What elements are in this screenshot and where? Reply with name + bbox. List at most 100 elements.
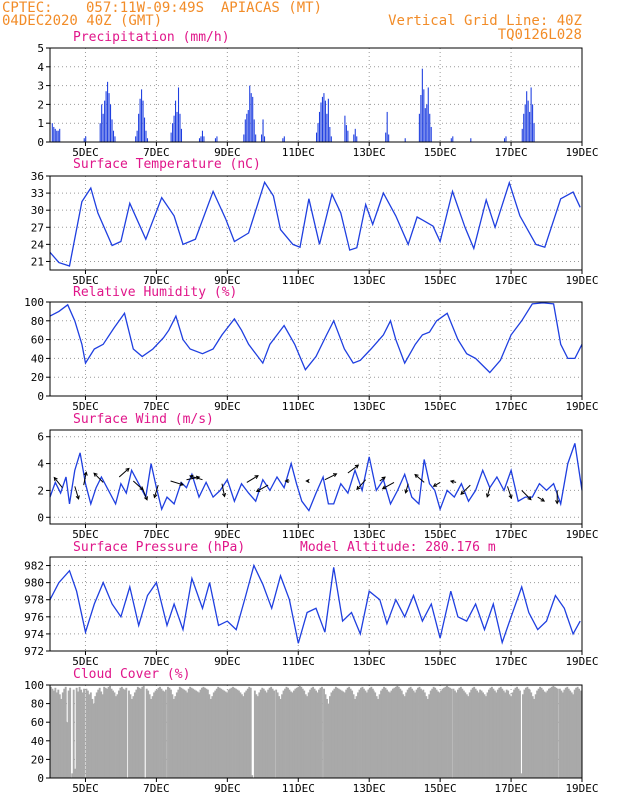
cloud-bar	[139, 688, 142, 778]
panel-frame	[49, 175, 583, 271]
cloud-bar	[526, 686, 529, 778]
cloud-bar	[482, 692, 484, 778]
x-tick-label: 13DEC	[353, 782, 386, 795]
x-tick-label: 15DEC	[424, 528, 457, 541]
cloud-bar	[428, 694, 431, 778]
wind-arrow	[449, 479, 457, 484]
x-tick-label: 13DEC	[353, 400, 386, 413]
cloud-bar	[186, 692, 189, 778]
cloud-bar	[145, 688, 148, 778]
cloud-bar	[312, 686, 315, 778]
cloud-bar	[563, 689, 566, 778]
cloud-bar	[548, 688, 550, 778]
x-tick-label: 7DEC	[143, 528, 170, 541]
cloud-bar	[142, 685, 145, 778]
cloud-bar	[375, 696, 378, 778]
cloud-bar	[156, 689, 158, 778]
cloud-bar	[493, 690, 496, 778]
cloud-bar	[212, 692, 215, 778]
precip-bar	[170, 132, 172, 142]
cloud-bar	[180, 687, 183, 778]
y-tick-label: 20	[31, 371, 44, 384]
cloud-bar	[57, 689, 60, 778]
cloud-bar	[74, 768, 77, 778]
cloud-bar	[151, 696, 154, 778]
y-tick-label: 3	[37, 80, 44, 93]
cloud-bar	[276, 692, 279, 778]
y-tick-label: 5	[37, 42, 44, 55]
precip-bar	[180, 128, 183, 142]
precip-bar	[523, 113, 525, 142]
precip-bar	[452, 136, 454, 142]
wind-arrow	[246, 475, 259, 483]
cloud-bar	[289, 691, 292, 778]
precip-bar	[139, 98, 141, 142]
precip-bar	[329, 126, 331, 142]
cloud-bar	[542, 689, 544, 778]
cloud-bar	[377, 698, 380, 778]
cloud-bar	[125, 687, 128, 778]
cloud-bar	[198, 692, 200, 778]
cloud-bar	[556, 688, 559, 778]
cloud-bar	[223, 690, 226, 778]
cloud-bar	[71, 773, 74, 778]
cloud-bar	[270, 686, 273, 778]
cloud-bar	[545, 692, 547, 778]
wind-arrow	[404, 483, 409, 494]
x-tick-label: 15DEC	[424, 782, 457, 795]
y-tick-label: 1	[37, 117, 44, 130]
x-tick-label: 11DEC	[282, 782, 315, 795]
cloud-bar	[81, 692, 84, 778]
cloud-bar	[516, 686, 518, 778]
cloud-bar	[229, 688, 231, 778]
x-tick-label: 11DEC	[282, 400, 315, 413]
header-grid-line: Vertical Grid Line: 40Z	[388, 13, 582, 29]
y-tick-label: 976	[24, 611, 44, 624]
cloud-bar	[168, 687, 171, 778]
precip-bar	[244, 119, 246, 142]
cloud-bar	[364, 690, 367, 778]
cloud-bar	[468, 692, 471, 778]
cloud-bar	[394, 686, 397, 778]
cloud-bar	[288, 689, 291, 778]
precip-bar	[179, 113, 181, 142]
cloud-bar	[496, 689, 499, 778]
cloud-bar	[285, 686, 288, 778]
cloud-bar	[425, 696, 428, 778]
cloud-bar	[473, 686, 476, 778]
wind-arrow	[305, 478, 310, 484]
cloud-bar	[64, 686, 67, 778]
cloud-bar	[370, 686, 373, 778]
cloud-bar	[243, 692, 246, 778]
cloud-bar	[502, 690, 505, 778]
x-tick-label: 19DEC	[565, 528, 598, 541]
y-tick-label: 0	[37, 511, 44, 524]
cloud-bar	[112, 690, 114, 778]
precip-bar	[470, 138, 472, 142]
cloud-bar	[259, 689, 262, 778]
precip-bar	[503, 138, 506, 142]
precip-bar	[216, 136, 218, 142]
precip-bar	[426, 104, 428, 142]
precip-bar	[429, 113, 431, 142]
x-tick-label: 9DEC	[214, 274, 241, 287]
cloud-bar	[555, 687, 558, 778]
cloud-bar	[122, 688, 125, 778]
wind-arrow	[379, 476, 386, 482]
precip-bar	[175, 100, 177, 142]
cloud-bar	[340, 690, 343, 778]
cloud-bar	[397, 686, 400, 778]
cloud-bar	[157, 687, 160, 778]
precip-bar	[99, 123, 101, 142]
y-tick-label: 972	[24, 645, 44, 658]
panel-frame	[49, 684, 583, 779]
cloud-bar	[414, 692, 416, 778]
precip-bar	[83, 138, 85, 142]
cloud-bar	[406, 689, 409, 778]
cloud-bar	[154, 690, 157, 778]
cloud-bar	[431, 688, 434, 778]
cloud-bar	[54, 687, 57, 778]
precip-bar	[114, 136, 116, 142]
cloud-bar	[95, 692, 98, 778]
precip-bar	[505, 136, 507, 142]
